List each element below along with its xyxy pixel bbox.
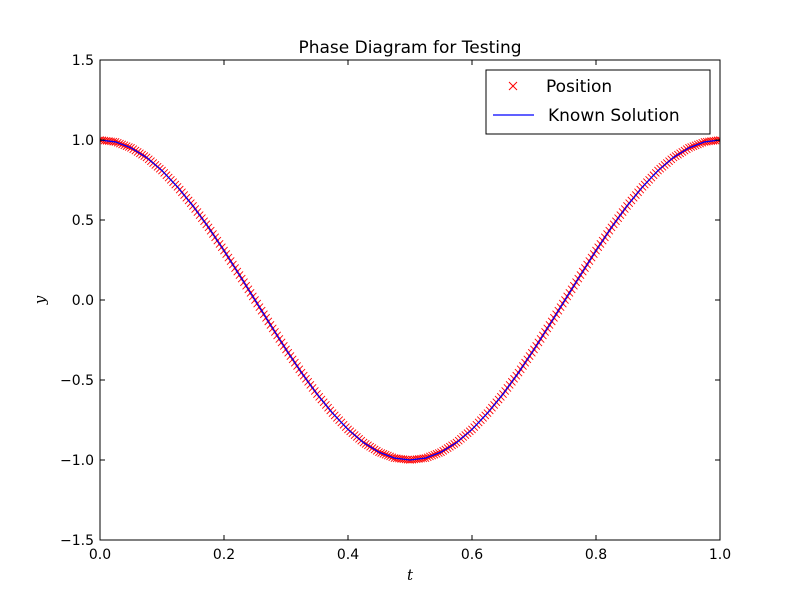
series-known-solution [100,139,720,461]
legend-label-position: Position [546,77,612,97]
series-layer [100,136,720,464]
x-tick-label: 0.8 [585,547,607,563]
y-tick-label: −1.5 [60,533,94,549]
y-axis-label: y [31,295,49,305]
x-tick-label: 1.0 [709,547,731,563]
legend-frame [485,69,711,135]
y-tick-label: −1.0 [60,453,94,469]
x-axis-label: t [407,566,414,584]
x-tick-label: 0.2 [213,547,235,563]
legend: Position Known Solution [485,69,711,135]
y-tick-label: 0.5 [72,213,94,229]
y-tick-label: −0.5 [60,373,94,389]
legend-marker-position [508,81,518,91]
y-tick-label: 0.0 [72,293,94,309]
x-tick-label: 0.4 [337,547,359,563]
chart-title: Phase Diagram for Testing [298,38,521,58]
x-tick-label: 0.6 [461,547,483,563]
x-tick-label: 0.0 [89,547,111,563]
y-tick-label: 1.0 [72,133,94,149]
ticks-layer: 0.0 0.2 0.4 0.6 0.8 1.0 −1.5 −1.0 −0.5 0.0 0.5 1.0 1… [60,53,731,563]
y-tick-label: 1.5 [72,53,94,69]
position-point [716,136,720,144]
legend-label-known-solution: Known Solution [548,106,680,126]
plot-frame [99,59,721,541]
